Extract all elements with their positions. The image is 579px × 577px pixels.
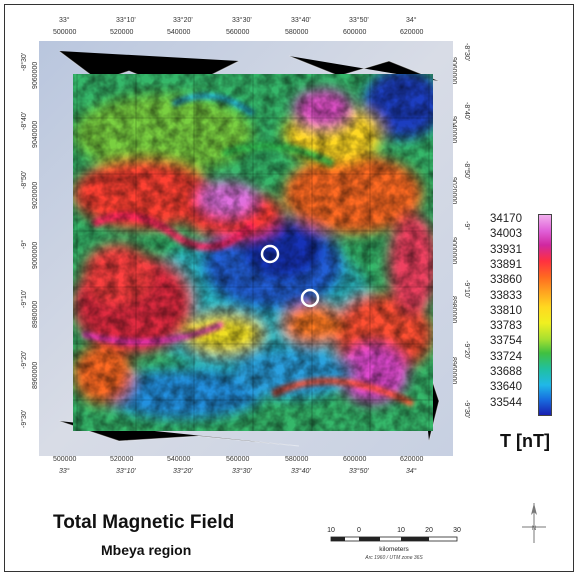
bottom-utm-label: 620000 bbox=[400, 456, 424, 463]
color-scale-bar bbox=[538, 214, 552, 416]
bottom-utm-label: 580000 bbox=[285, 456, 309, 463]
top-utm-label: 520000 bbox=[110, 29, 134, 36]
legend-value: 34170 bbox=[490, 213, 522, 225]
top-utm-label: 540000 bbox=[167, 29, 191, 36]
top-degree-label: 33°40' bbox=[291, 17, 311, 24]
right-degree-label: -8°50' bbox=[463, 161, 470, 180]
left-degree-label: -8°40' bbox=[21, 111, 28, 130]
bottom-utm-label: 500000 bbox=[53, 456, 77, 463]
legend-value: 33724 bbox=[490, 350, 522, 363]
bottom-utm-label: 540000 bbox=[167, 456, 191, 463]
top-degree-label: 33°20' bbox=[173, 17, 193, 24]
left-degree-label: -9°20' bbox=[21, 350, 28, 369]
left-utm-label: 9060000 bbox=[32, 61, 39, 89]
legend-value: 33931 bbox=[490, 243, 522, 256]
top-degree-label: 33°10' bbox=[116, 17, 136, 24]
left-utm-label: 9000000 bbox=[32, 241, 39, 269]
bottom-utm-label: 600000 bbox=[343, 456, 367, 463]
right-degree-label: -8°30' bbox=[463, 43, 470, 62]
top-utm-label: 620000 bbox=[400, 29, 424, 36]
top-utm-label: 560000 bbox=[226, 29, 250, 36]
north-arrow-icon: N bbox=[522, 503, 546, 543]
legend-value: 33860 bbox=[490, 274, 522, 287]
legend-value: 33544 bbox=[490, 396, 522, 409]
right-degree-label: -9° bbox=[463, 221, 470, 231]
circle-marker-2[interactable] bbox=[300, 288, 320, 308]
bottom-degree-label: 33°10' bbox=[116, 468, 136, 475]
top-utm-label: 580000 bbox=[285, 29, 309, 36]
legend-value: 34003 bbox=[490, 228, 522, 241]
map-subtitle: Mbeya region bbox=[101, 542, 192, 558]
magnetic-field-map[interactable] bbox=[73, 74, 433, 431]
legend-value: 33688 bbox=[490, 366, 522, 378]
unit-label: T [nT] bbox=[500, 431, 550, 451]
scale-bar: 10 0 10 20 30 kilometers Arc 1960 / UTM … bbox=[327, 527, 461, 561]
right-degree-label: -9°30' bbox=[463, 400, 470, 419]
scale-tick-label: 20 bbox=[425, 527, 433, 534]
top-degree-label: 33° bbox=[59, 17, 70, 24]
bottom-degree-label: 34° bbox=[406, 468, 417, 475]
right-degree-label: -9°10' bbox=[463, 280, 470, 299]
circle-marker-1[interactable] bbox=[260, 244, 280, 264]
scale-tick-label: 0 bbox=[357, 527, 361, 534]
legend-value: 33891 bbox=[490, 258, 522, 271]
left-degree-label: -9° bbox=[21, 239, 28, 249]
right-degree-label: -8°40' bbox=[463, 102, 470, 121]
north-label: N bbox=[532, 526, 536, 532]
projection-note: Arc 1960 / UTM zone 36S bbox=[364, 555, 423, 561]
bottom-degree-label: 33° bbox=[59, 468, 70, 475]
left-degree-label: -9°30' bbox=[21, 409, 28, 428]
left-degree-label: -8°30' bbox=[21, 52, 28, 71]
scale-tick-label: 30 bbox=[453, 527, 461, 534]
scale-tick-label: 10 bbox=[397, 527, 405, 534]
legend-value: 33833 bbox=[490, 289, 522, 302]
top-degree-label: 33°30' bbox=[232, 17, 252, 24]
bottom-degree-label: 33°30' bbox=[232, 468, 252, 475]
left-utm-label: 8980000 bbox=[32, 300, 39, 328]
right-degree-label: -9°20' bbox=[463, 341, 470, 360]
left-utm-label: 9040000 bbox=[32, 120, 39, 148]
top-degree-label: 33°50' bbox=[349, 17, 369, 24]
bottom-degree-label: 33°50' bbox=[349, 468, 369, 475]
scale-tick-label: 10 bbox=[327, 527, 335, 534]
top-utm-label: 500000 bbox=[53, 29, 77, 36]
map-frame: 33° 33°10' 33°20' 33°30' 33°40' 33°50' 34° 500… bbox=[4, 4, 574, 572]
bottom-utm-label: 560000 bbox=[226, 456, 250, 463]
left-degree-label: -8°50' bbox=[21, 170, 28, 189]
bottom-degree-label: 33°40' bbox=[291, 468, 311, 475]
legend-value: 33754 bbox=[490, 335, 522, 348]
scale-unit: kilometers bbox=[379, 546, 409, 553]
map-title: Total Magnetic Field bbox=[53, 512, 235, 533]
legend-value: 33783 bbox=[490, 320, 522, 333]
left-utm-label: 9020000 bbox=[32, 181, 39, 209]
left-utm-label: 8960000 bbox=[32, 361, 39, 389]
top-degree-label: 34° bbox=[406, 17, 417, 24]
legend-value: 33640 bbox=[490, 381, 522, 394]
bottom-degree-label: 33°20' bbox=[173, 468, 193, 475]
left-degree-label: -9°10' bbox=[21, 289, 28, 308]
top-utm-label: 600000 bbox=[343, 29, 367, 36]
legend-value: 33810 bbox=[490, 304, 522, 317]
bottom-utm-label: 520000 bbox=[110, 456, 134, 463]
